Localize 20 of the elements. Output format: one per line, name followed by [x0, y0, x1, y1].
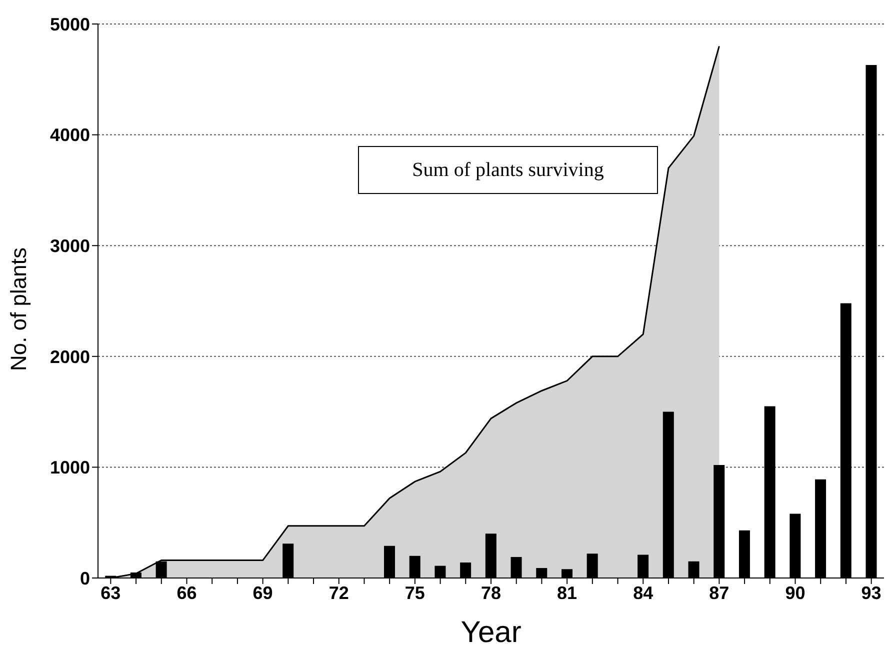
y-axis-title: No. of plants [6, 247, 31, 371]
x-tick-label: 72 [328, 582, 349, 603]
note-box: Sum of plants surviving [358, 146, 658, 194]
y-tick-label: 4000 [50, 125, 90, 146]
x-tick-label: 63 [100, 582, 121, 603]
y-tick-label: 2000 [50, 346, 90, 367]
x-tick-label: 87 [709, 582, 730, 603]
y-tick-label: 1000 [50, 458, 90, 478]
x-tick-label: 69 [252, 582, 273, 603]
x-tick-label: 84 [633, 582, 654, 603]
y-tick-label: 0 [80, 568, 90, 588]
y-tick-label: 5000 [50, 14, 90, 34]
y-tick-label: 3000 [50, 236, 90, 256]
x-axis-title: Year [460, 616, 522, 649]
x-tick-label: 90 [785, 582, 806, 603]
x-tick-label: 93 [861, 582, 882, 603]
x-tick-label: 75 [404, 582, 425, 603]
x-tick-label: 81 [557, 582, 578, 603]
x-tick-label: 78 [480, 582, 502, 603]
x-tick-label: 66 [176, 582, 197, 603]
